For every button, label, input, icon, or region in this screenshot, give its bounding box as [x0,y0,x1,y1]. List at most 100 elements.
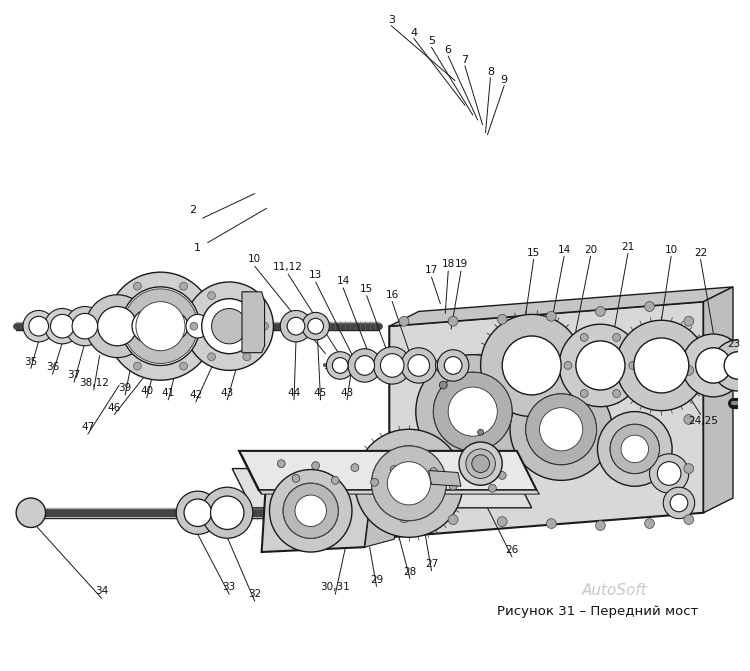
Polygon shape [364,464,404,547]
Text: 37: 37 [68,370,81,380]
Text: 11,12: 11,12 [273,262,303,272]
Circle shape [302,313,329,340]
Text: 6: 6 [445,45,452,55]
Circle shape [526,394,596,464]
Text: 39: 39 [118,383,132,393]
Text: 32: 32 [248,589,261,599]
Circle shape [560,324,642,407]
Circle shape [440,381,447,389]
Circle shape [488,484,496,492]
Circle shape [280,311,312,342]
Circle shape [696,348,731,383]
Circle shape [650,454,688,493]
Circle shape [295,495,326,527]
Text: 7: 7 [461,55,469,65]
Circle shape [399,316,409,326]
Circle shape [122,299,176,354]
Text: 1: 1 [194,243,201,252]
Text: 43: 43 [220,388,234,398]
Circle shape [284,483,338,538]
Circle shape [348,349,382,382]
Text: 13: 13 [309,270,322,280]
Circle shape [481,315,583,417]
Circle shape [355,429,463,537]
Circle shape [466,449,495,478]
Text: 5: 5 [428,36,435,46]
Circle shape [374,347,411,384]
Circle shape [50,315,74,338]
Circle shape [152,305,196,348]
Circle shape [190,322,198,330]
Circle shape [410,480,418,488]
Circle shape [497,517,507,527]
Circle shape [202,487,253,538]
Circle shape [498,472,506,479]
Circle shape [684,515,694,525]
Circle shape [284,483,338,538]
Circle shape [23,311,55,342]
Text: 21: 21 [621,242,634,252]
Circle shape [712,340,750,391]
Circle shape [416,355,530,468]
Circle shape [682,334,745,397]
Circle shape [449,482,457,490]
Circle shape [211,496,244,529]
Text: 46: 46 [108,403,121,413]
Text: Рисунок 31 – Передний мост: Рисунок 31 – Передний мост [497,605,698,618]
Circle shape [580,333,588,342]
Text: 44: 44 [287,388,301,398]
Circle shape [243,292,250,299]
Circle shape [261,322,268,330]
Circle shape [684,316,694,326]
Circle shape [110,322,118,330]
Circle shape [371,446,446,521]
Circle shape [610,424,659,474]
Circle shape [86,295,148,358]
Text: 33: 33 [223,582,236,592]
Polygon shape [389,287,733,326]
Circle shape [684,464,694,474]
Circle shape [503,336,561,395]
Text: 15: 15 [527,248,540,258]
Circle shape [526,394,596,464]
Circle shape [478,429,484,435]
Circle shape [16,498,46,527]
Text: AutoSoft: AutoSoft [582,583,648,598]
Text: 2: 2 [189,205,196,215]
Circle shape [355,356,374,375]
Circle shape [564,362,572,369]
Text: 29: 29 [370,574,383,584]
Text: 20: 20 [584,244,597,254]
Circle shape [287,317,304,335]
Circle shape [657,462,681,485]
Text: 15: 15 [360,284,374,294]
Circle shape [136,302,185,351]
Polygon shape [428,470,461,486]
Circle shape [401,348,436,383]
Circle shape [644,519,655,529]
Circle shape [326,352,354,379]
Circle shape [278,460,285,468]
Circle shape [44,309,80,344]
Text: 26: 26 [506,545,519,555]
Circle shape [459,442,503,485]
Circle shape [211,309,247,344]
Text: 22: 22 [694,248,707,258]
Circle shape [596,521,605,531]
Text: 34: 34 [95,586,108,597]
Circle shape [472,455,490,472]
Text: 41: 41 [162,388,175,398]
Circle shape [580,390,588,397]
Circle shape [160,313,188,340]
Circle shape [208,353,215,361]
Text: 30,31: 30,31 [320,582,350,592]
Circle shape [644,302,655,311]
Circle shape [547,311,556,321]
Circle shape [134,282,141,290]
Polygon shape [262,468,374,552]
Polygon shape [239,451,536,490]
Text: 18: 18 [442,259,454,269]
Text: 47: 47 [81,422,94,432]
Circle shape [179,282,188,290]
Circle shape [65,307,104,346]
